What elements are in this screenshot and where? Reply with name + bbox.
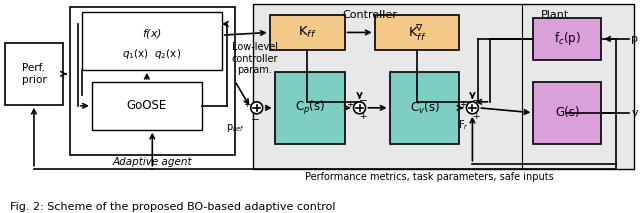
Text: +: + [459, 100, 466, 109]
Text: K$_{ff}$: K$_{ff}$ [298, 25, 316, 40]
Bar [533, 18, 601, 60]
Text: f$_c$(p): f$_c$(p) [554, 30, 580, 47]
Text: Controller: Controller [342, 10, 397, 20]
Text: Plant: Plant [541, 10, 570, 20]
Bar [374, 15, 460, 50]
Text: $-$: $-$ [250, 113, 259, 123]
Text: $f$(x): $f$(x) [142, 27, 162, 40]
Text: $q_1$(x)  $q_2$(x): $q_1$(x) $q_2$(x) [122, 47, 181, 61]
Text: $-$: $-$ [358, 94, 367, 104]
Text: +: + [359, 112, 366, 121]
Circle shape [467, 102, 479, 114]
Text: C$_v$(s): C$_v$(s) [410, 100, 440, 116]
Bar [92, 82, 202, 130]
Text: Adaptive agent: Adaptive agent [113, 157, 192, 167]
Bar [253, 4, 634, 169]
Bar [269, 15, 344, 50]
Text: p$_{ref}$: p$_{ref}$ [226, 122, 244, 134]
Text: +: + [243, 100, 250, 109]
Bar [390, 72, 460, 144]
Bar [275, 72, 344, 144]
Text: GoOSE: GoOSE [127, 99, 167, 112]
Text: G(s): G(s) [555, 106, 580, 119]
Circle shape [353, 102, 365, 114]
Bar [533, 82, 601, 144]
Text: K$^{\!\nabla}_{ff}$: K$^{\!\nabla}_{ff}$ [408, 22, 426, 43]
Text: Low-level
controller
param.: Low-level controller param. [232, 42, 278, 75]
Text: F$_r$: F$_r$ [458, 118, 469, 132]
Text: p: p [631, 34, 638, 44]
Text: Perf.
prior: Perf. prior [22, 63, 46, 85]
Text: +: + [346, 100, 353, 109]
Text: +: + [472, 112, 479, 121]
Text: v: v [631, 108, 638, 118]
Circle shape [251, 102, 262, 114]
Text: Performance metrics, task parameters, safe inputs: Performance metrics, task parameters, sa… [305, 172, 554, 182]
Bar [82, 12, 221, 70]
Bar [5, 43, 63, 105]
Text: Fig. 2: Scheme of the proposed BO-based adaptive control: Fig. 2: Scheme of the proposed BO-based … [10, 202, 335, 212]
Text: C$_p$(s): C$_p$(s) [294, 99, 324, 117]
Bar [70, 7, 235, 155]
Text: $-$: $-$ [470, 94, 480, 104]
